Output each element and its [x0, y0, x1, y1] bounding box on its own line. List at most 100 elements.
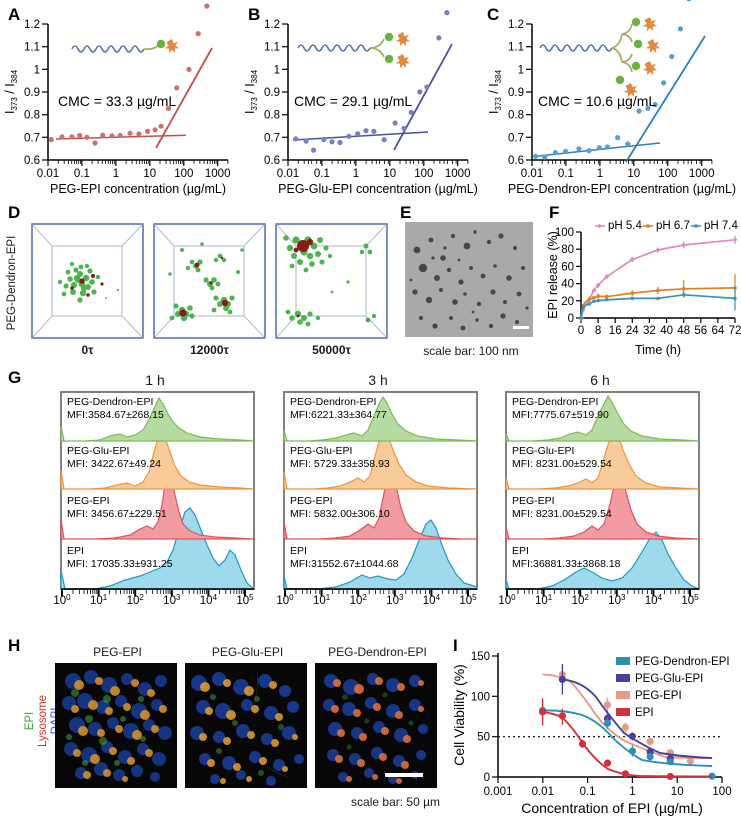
tick-label: 0.1	[74, 168, 90, 180]
panel-f-xticks: 0 8 16 24 32 40 48 56 64 72	[578, 318, 741, 337]
trace-name: EPI	[67, 545, 84, 557]
tick-label: 50	[477, 732, 490, 744]
dendron-schematic-icon	[539, 17, 661, 98]
trace-name: PEG-Glu-EPI	[512, 445, 574, 457]
panel-a-xticks: 0.01 0.1 1 10 100 1000	[37, 160, 230, 180]
panel-c-data-points	[533, 0, 692, 160]
confocal-image-1	[185, 663, 307, 788]
tick-label: 0.9	[508, 87, 524, 99]
panel-b-data-points	[293, 10, 450, 153]
panel-letter-c: C	[487, 5, 500, 24]
tick-label: 8	[595, 325, 601, 337]
panel-i-series-epi-markers	[539, 708, 674, 781]
tick-label: 48	[677, 325, 690, 337]
tick-label: 0.01	[521, 168, 543, 180]
svg-text:I373 / I384: I373 / I384	[3, 69, 19, 114]
trace-mfi: MFI: 8231.00±529.54	[512, 458, 612, 470]
trace-name: PEG-Dendron-EPI	[67, 396, 153, 408]
md-sim-timepoint-0: 0τ	[81, 343, 94, 357]
panel-i-xlabel: Concentration of EPI (µg/mL)	[521, 800, 703, 816]
tick-exp: 4	[436, 593, 441, 602]
panel-g-title-1: 3 h	[368, 372, 388, 388]
tick-label: 150	[471, 651, 490, 663]
trace-name: EPI	[512, 545, 529, 557]
confocal-image-0	[55, 663, 177, 788]
trace-name: PEG-Glu-EPI	[290, 445, 352, 457]
panel-letter-e: E	[400, 203, 412, 222]
svg-text:104: 104	[645, 593, 663, 607]
panel-letter-f: F	[549, 203, 560, 222]
tick-exp: 2	[139, 593, 144, 602]
confocal-image-2	[315, 663, 437, 788]
tick-label: 1000	[689, 168, 715, 180]
md-sim-box-1	[152, 222, 267, 340]
trace-mfi: MFI:3584.67±268.15	[67, 409, 164, 421]
tick-label: 10	[627, 168, 640, 180]
trace-mfi: MFI:6221.33±364.77	[290, 409, 387, 421]
polymer-schematic-icon	[297, 32, 411, 69]
panel-c-chart: 0.6 0.7 0.8 0.9 1 1.1 1.2	[480, 0, 741, 196]
panel-a-cmc-annotation: CMC = 33.3 µg/mL	[58, 93, 176, 109]
legend-label: PEG-Dendron-EPI	[635, 656, 730, 668]
tick-label: 32	[643, 325, 656, 337]
panel-a-yticks: 0.6 0.7 0.8 0.9 1 1.1 1.2	[24, 19, 48, 167]
tick-exp: 0	[511, 593, 516, 602]
trace-mfi: MFI: 5832.00±306.10	[290, 508, 390, 520]
trace-name: PEG-EPI	[67, 495, 110, 507]
tick-label: 16	[609, 325, 622, 337]
panel-c-cmc-annotation: CMC = 10.6 µg/mL	[538, 93, 656, 109]
tick-label: 10	[671, 786, 684, 798]
tick-label: 1	[629, 786, 635, 798]
legend-label: PEG-Glu-EPI	[635, 673, 703, 685]
trace-name: PEG-Glu-EPI	[67, 445, 129, 457]
panel-c-yticks: 0.6 0.7 0.8 0.9 1 1.1 1.2	[508, 19, 532, 167]
panel-i-ylabel: Cell Viability (%)	[451, 664, 467, 766]
tick-exp: 0	[66, 593, 71, 602]
tick-label: 60	[561, 261, 574, 273]
panel-h-col-title-0: PEG-EPI	[93, 645, 142, 659]
tick-label: 100	[471, 691, 490, 703]
svg-text:104: 104	[423, 593, 441, 607]
panel-a-chart: 0.6 0.7 0.8 0.9 1 1.1 1.2	[0, 3, 240, 196]
panel-h-col-title-2: PEG-Dendron-EPI	[328, 645, 427, 659]
legend-label: pH 7.4	[704, 220, 738, 232]
tick-exp: 2	[584, 593, 589, 602]
tick-label: 0.7	[24, 132, 40, 144]
flow-histogram-2: PEG-Dendron-EPI MFI:7775.67±519.90 PEG-G…	[498, 390, 700, 607]
tick-label: 40	[561, 279, 574, 291]
trace-mfi: MFI:31552.67±1044.68	[290, 558, 399, 570]
tick-label: 1	[274, 64, 280, 76]
tick-label: 1.2	[264, 19, 280, 31]
svg-text:100: 100	[53, 593, 71, 607]
svg-text:103: 103	[386, 593, 404, 607]
tick-label: 1	[34, 64, 40, 76]
tick-label: 0.9	[264, 87, 280, 99]
panel-h-scalebar-caption: scale bar: 50 µm	[351, 795, 440, 809]
svg-text:103: 103	[608, 593, 626, 607]
tick-label: 100	[414, 168, 433, 180]
panel-h-col-title-1: PEG-Glu-EPI	[211, 645, 284, 659]
panel-b-chart: 0.6 0.7 0.8 0.9 1 1.1 1.2	[240, 8, 480, 196]
panel-letter-h: H	[8, 636, 21, 655]
tick-exp: 5	[694, 593, 699, 602]
trace-mfi: MFI: 3456.67±229.51	[67, 508, 167, 520]
panel-b-yticks: 0.6 0.7 0.8 0.9 1 1.1 1.2	[264, 19, 288, 167]
panel-h-channel-labels: EPI Lysosome DAPI	[14, 665, 62, 785]
panel-a-data-points	[48, 3, 210, 146]
tick-label: 24	[626, 325, 639, 337]
tick-label: 100	[658, 168, 677, 180]
trace-mfi: MFI: 5729.33±358.93	[290, 458, 390, 470]
svg-text:101: 101	[90, 593, 108, 607]
svg-text:102: 102	[572, 593, 590, 607]
tick-label: 0.01	[277, 168, 299, 180]
tick-label: 1.1	[24, 42, 40, 54]
panel-c-xlabel: PEG-Dendron-EPI concentration (µg/mL)	[508, 182, 736, 196]
panel-f-legend: pH 5.4 pH 6.7 pH 7.4	[595, 220, 738, 232]
tick-label: 0.8	[24, 110, 40, 122]
md-sim-box-0	[30, 222, 145, 340]
panel-i-xticks: 0.001 0.01 0.1 1 10 100	[484, 777, 732, 798]
polymer-schematic-icon	[71, 39, 180, 54]
tick-label: 100	[555, 227, 574, 239]
tick-exp: 4	[213, 593, 218, 602]
tick-label: 0.7	[264, 132, 280, 144]
